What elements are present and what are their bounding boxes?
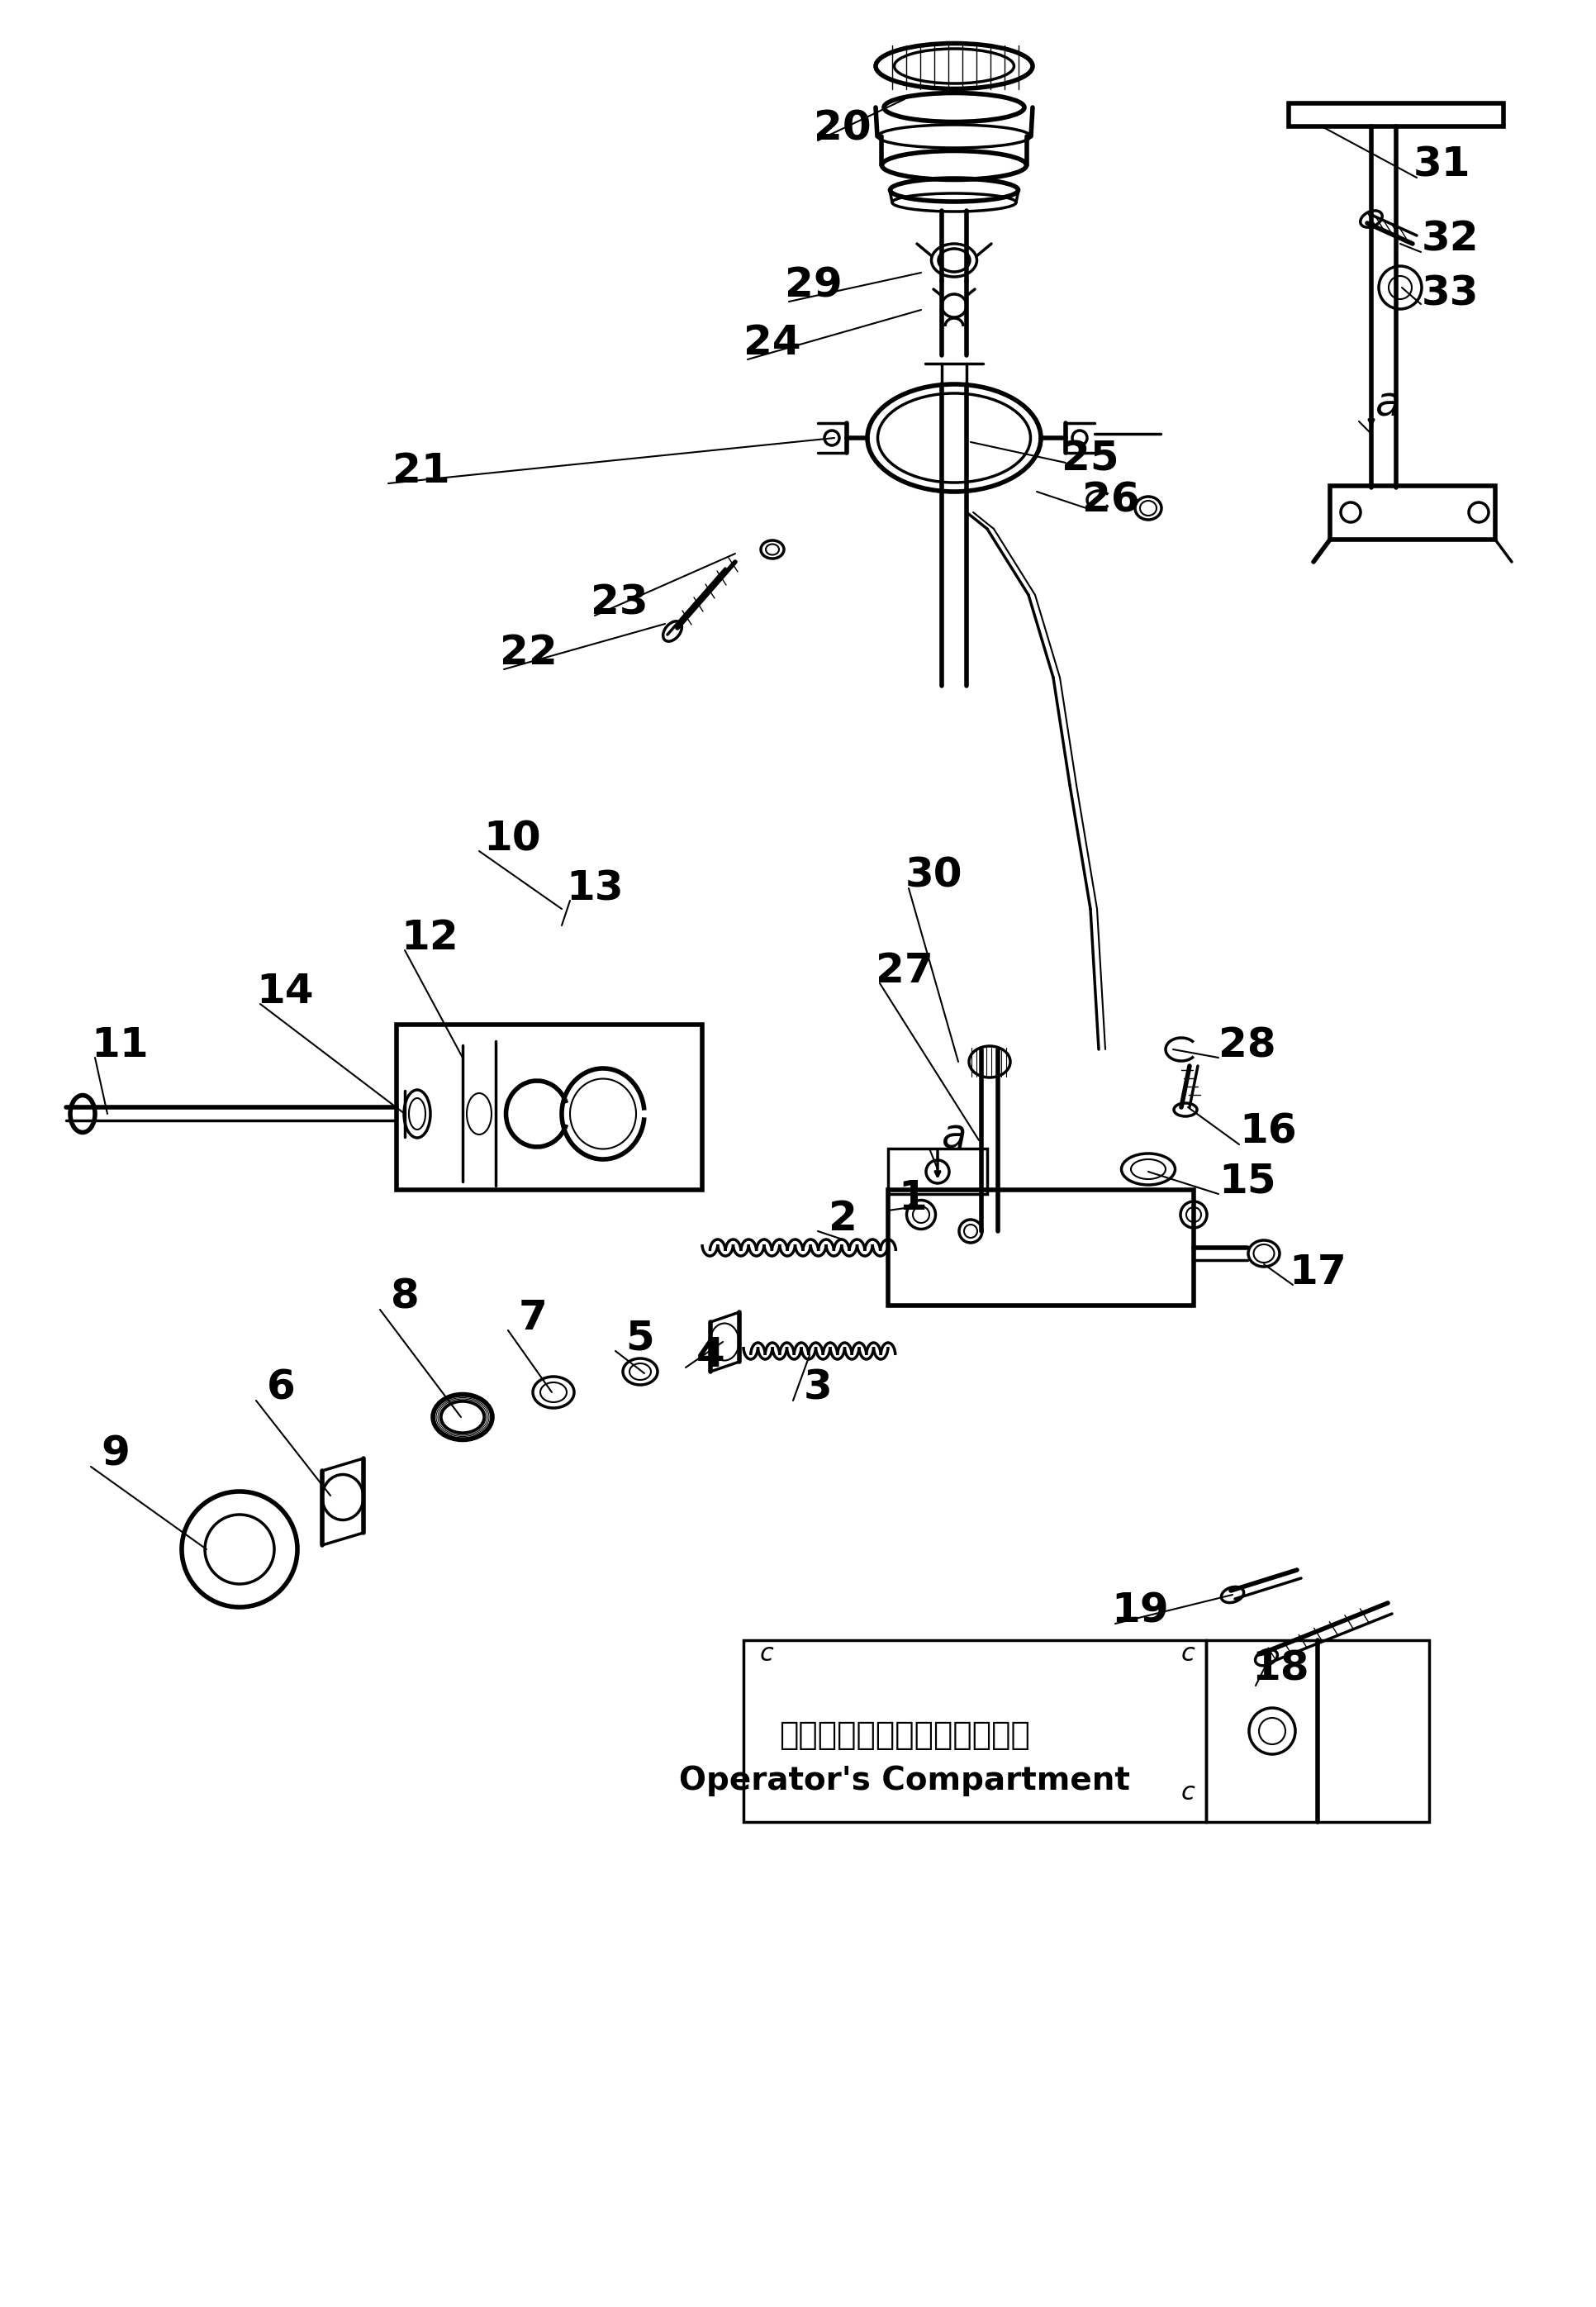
Text: 7: 7 — [519, 1299, 547, 1338]
Text: 21: 21 — [393, 452, 450, 491]
Text: a: a — [1376, 385, 1400, 424]
Text: 19: 19 — [1111, 1592, 1168, 1631]
Bar — [887, 1149, 988, 1195]
Text: 31: 31 — [1412, 145, 1470, 185]
Text: 23: 23 — [591, 584, 648, 623]
Text: 4: 4 — [696, 1336, 725, 1375]
Text: 13: 13 — [567, 867, 624, 909]
Text: 32: 32 — [1420, 219, 1478, 258]
Text: 18: 18 — [1251, 1650, 1309, 1689]
Text: 2: 2 — [828, 1200, 857, 1239]
Bar — [1207, 1640, 1428, 1823]
Text: 24: 24 — [744, 323, 801, 362]
Text: 12: 12 — [401, 918, 458, 957]
Text: 17: 17 — [1290, 1253, 1347, 1292]
Text: 10: 10 — [484, 819, 541, 858]
Text: 22: 22 — [500, 632, 557, 674]
Text: 26: 26 — [1082, 480, 1140, 519]
Text: a: a — [942, 1117, 967, 1156]
Text: 29: 29 — [785, 265, 843, 305]
Text: 33: 33 — [1420, 275, 1478, 314]
Bar — [887, 1190, 1194, 1306]
Text: c: c — [1181, 1781, 1195, 1804]
Bar — [744, 1640, 1207, 1823]
Text: c: c — [760, 1643, 774, 1666]
Text: オペレータコンパートメント: オペレータコンパートメント — [779, 1719, 1029, 1751]
Text: 14: 14 — [257, 971, 314, 1010]
Text: 20: 20 — [814, 108, 871, 148]
Text: 30: 30 — [905, 856, 962, 895]
Text: 1: 1 — [899, 1179, 927, 1218]
Bar — [1288, 104, 1503, 127]
Text: 28: 28 — [1219, 1024, 1277, 1066]
Text: 8: 8 — [391, 1278, 420, 1317]
Text: 11: 11 — [91, 1024, 148, 1066]
Text: c: c — [1181, 1643, 1195, 1666]
Text: 6: 6 — [267, 1368, 295, 1407]
Text: 5: 5 — [626, 1320, 654, 1359]
Text: 3: 3 — [803, 1368, 832, 1407]
Text: 9: 9 — [101, 1435, 129, 1474]
Bar — [1329, 487, 1495, 540]
Text: 25: 25 — [1061, 438, 1119, 478]
Text: 27: 27 — [876, 950, 934, 990]
Bar — [396, 1024, 702, 1190]
Text: Operator's Compartment: Operator's Compartment — [678, 1765, 1130, 1797]
Text: 16: 16 — [1238, 1112, 1298, 1151]
Text: 15: 15 — [1219, 1163, 1277, 1202]
